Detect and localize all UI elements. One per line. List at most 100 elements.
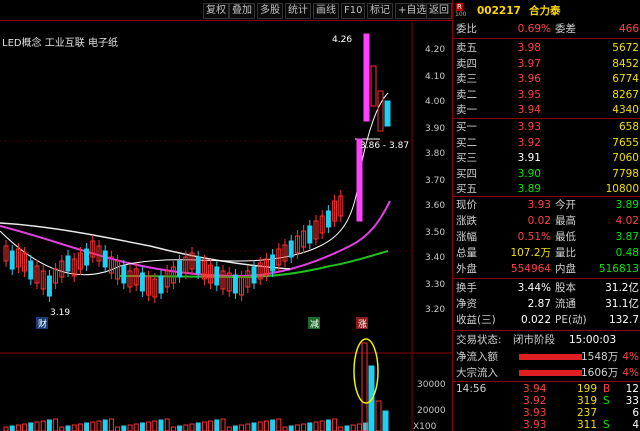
ask-row[interactable]: 卖三 3.96 6774 [453,71,640,87]
overlay-button[interactable]: 叠加 [229,3,255,19]
ask-volume: 5672 [612,42,639,54]
volume-bar [3,426,9,431]
volume-bar [108,418,114,431]
flow-pct: 4% [622,367,639,379]
volume-bar [34,421,40,431]
volume-bar [251,422,257,431]
mark-button[interactable]: 标记 [367,3,393,19]
volume-bar [325,419,331,431]
bid-label: 买五 [456,183,477,195]
stat-label: 量比 [555,247,576,259]
volume-bar [183,424,189,431]
candle [65,255,71,272]
candle [170,266,176,284]
statistics-button[interactable]: 统计 [285,3,311,19]
fundamental-label: 收益(三) [456,314,496,326]
event-badge-jian[interactable] [308,317,320,329]
volume-bar [220,418,226,431]
price-tick: 3.80 [425,149,445,159]
volume-bar [177,425,183,431]
candle [282,244,288,262]
stat-label: 最低 [555,231,576,243]
ask-price: 3.95 [517,88,541,101]
stat-label: 外盘 [456,263,477,275]
event-badge-cai[interactable] [36,317,48,329]
volume-bar [121,425,127,431]
ask-row[interactable]: 卖五 3.98 5672 [453,40,640,56]
volume-bar [22,423,28,431]
range-label: 3.86 - 3.87 [360,141,409,151]
stat-value: 3.89 [615,199,639,211]
stat-row: 涨幅 0.51% 最低 3.87 [453,229,640,245]
trade-status-row: 交易状态: 闭市阶段 15:00:03 [453,332,640,348]
event-badge-zhang[interactable] [356,317,368,329]
volume-bar [115,426,121,431]
ask-volume: 8267 [612,88,639,101]
draw-line-button[interactable]: 画线 [313,3,339,19]
price-tick: 3.90 [425,124,445,134]
stat-row: 现价 3.93 今开 3.89 [453,197,640,213]
ask-row[interactable]: 卖二 3.95 8267 [453,87,640,103]
volume-bar [201,421,207,431]
bid-price: 3.92 [517,136,541,149]
volume-bar [350,424,356,431]
bid-volume: 7060 [612,152,639,164]
volume-bar [356,423,362,431]
kline-chart[interactable]: 4.20 4.10 4.00 3.90 3.80 3.70 3.60 3.50 … [0,21,452,431]
volume-bar [127,424,133,431]
volume-bar [170,426,176,431]
volume-bar [226,426,232,431]
restore-rights-button[interactable]: 复权 [203,3,229,19]
ask-label: 卖一 [456,104,477,116]
volume-bar [332,418,338,431]
tick-count: 12 [625,383,639,395]
candle [208,264,214,284]
volume-bar [15,424,21,431]
volume-bar [65,425,71,431]
f10-button[interactable]: F10 [341,3,366,19]
candle [146,276,152,296]
event-zhang-label: 涨 [358,319,367,330]
volume-bar [232,425,238,431]
candle [325,210,331,228]
candle [53,268,59,284]
volume-bar [9,425,15,431]
candle [214,266,220,286]
ask-price: 3.97 [517,57,541,70]
fundamental-row: 换手 3.44% 股本 31.2亿 [453,280,640,296]
tick-count: 6 [632,407,639,419]
candle [59,260,65,278]
weicha-label: 委差 [555,23,576,35]
candle [46,275,52,297]
bid-price: 3.91 [517,152,541,164]
volume-bar [344,425,350,431]
multi-stock-button[interactable]: 多股 [257,3,283,19]
bid-row[interactable]: 买三 3.91 7060 [453,150,640,166]
candle [263,258,269,276]
bid-row[interactable]: 买二 3.92 7655 [453,135,640,151]
fundamental-value: 132.7 [608,314,639,326]
bid-row[interactable]: 买一 3.93 658 [453,119,640,135]
bid-row[interactable]: 买五 3.89 10800 [453,181,640,197]
weibi-label: 委比 [456,23,477,35]
tick-volume: 199 [576,383,597,395]
candle [189,252,195,270]
status-time: 15:00:03 [569,334,617,346]
volume-bar [263,420,269,431]
stat-value: 0.02 [527,215,551,227]
candle [183,256,189,274]
candle [377,90,384,132]
tick-price: 3.93 [523,407,547,419]
ask-row[interactable]: 卖一 3.94 4340 [453,102,640,118]
candle [158,275,164,294]
bid-row[interactable]: 买四 3.90 7798 [453,166,640,182]
tick-volume: 237 [576,407,597,419]
add-watchlist-button[interactable]: +自选 [395,3,430,19]
volume-bar [270,419,276,431]
back-button[interactable]: 返回 [426,3,452,19]
ask-row[interactable]: 卖四 3.97 8452 [453,56,640,72]
fundamental-row: 净资 2.87 流通 31.1亿 [453,296,640,312]
price-tick: 4.20 [425,45,445,55]
stat-value: 516813 [598,263,639,275]
divider [453,196,640,197]
